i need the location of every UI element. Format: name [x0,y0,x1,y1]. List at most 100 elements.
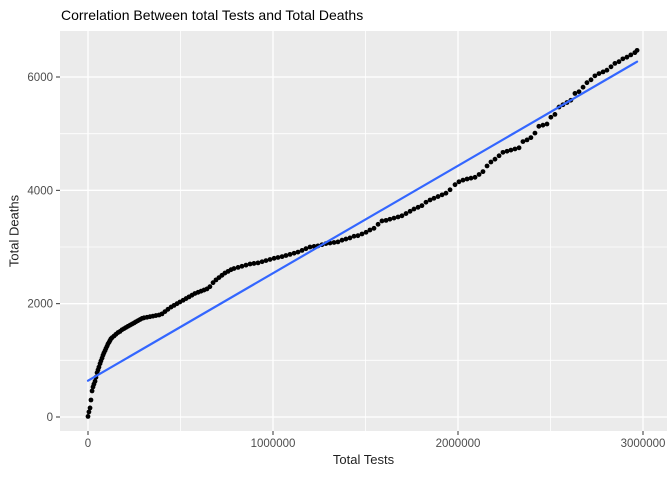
data-point [89,388,95,394]
data-point [628,52,634,58]
data-point [371,225,377,231]
data-point [339,237,345,243]
data-point [367,227,373,233]
data-point [419,203,425,209]
data-point [584,80,590,86]
data-point [279,254,285,260]
data-point [616,59,622,65]
data-point [484,163,490,169]
data-point [86,409,92,415]
data-point [331,240,337,245]
data-point [335,239,341,245]
data-point [460,177,466,183]
data-point [303,246,309,252]
data-point [210,280,216,286]
data-point [592,73,598,79]
data-point [528,135,534,141]
data-point [536,123,542,129]
data-point [624,54,630,60]
data-point [468,175,474,181]
data-point [447,187,453,193]
data-point [492,156,498,162]
data-point [520,139,526,144]
data-point [359,231,365,237]
data-point [283,253,289,258]
data-point [92,378,98,384]
data-point [239,263,245,269]
y-tick-label: 0 [47,412,53,424]
data-point [472,174,478,180]
chart-title: Correlation Between total Tests and Tota… [61,7,364,23]
data-point [600,69,606,75]
data-point [263,258,269,263]
y-tick-label: 6000 [27,72,53,84]
x-tick-label: 0 [85,438,91,450]
x-axis-title: Total Tests [332,452,395,467]
data-point [612,60,618,66]
data-point [572,91,578,96]
data-point [251,261,257,266]
data-point [379,218,385,224]
x-tick-label: 1000000 [251,438,296,450]
regression-line [86,60,639,382]
data-point [231,266,237,271]
data-point [271,255,277,261]
data-point [207,284,213,290]
data-point [532,130,538,136]
data-point [496,153,502,159]
data-point [88,397,94,403]
data-point [544,121,550,127]
data-point [431,195,437,201]
data-point [247,261,253,267]
data-point [423,199,429,205]
data-point [351,233,357,239]
x-tick-label: 3000000 [621,438,666,450]
data-point [548,114,554,120]
data-point [415,204,421,210]
data-point [443,190,449,196]
data-point [295,249,301,255]
data-point [363,229,369,235]
x-tick-label: 2000000 [436,438,481,450]
data-point [524,137,530,143]
data-point [552,111,558,117]
data-point [488,159,494,165]
data-point [634,47,640,53]
data-point [355,233,361,239]
data-point [427,197,433,203]
data-point [343,236,349,242]
data-point [347,235,353,241]
data-point [259,259,265,265]
data-point [456,179,462,185]
data-point [576,89,582,95]
data-point [476,172,482,177]
data-point [85,414,91,419]
data-point [255,260,261,266]
data-point [267,257,273,262]
panel-background [60,31,667,431]
data-point [407,208,413,214]
data-point [291,250,297,256]
data-point [620,56,626,62]
data-point [287,251,293,257]
y-axis-title: Total Deaths [6,194,22,268]
data-point [580,84,586,90]
data-point [439,192,445,198]
data-point [540,122,546,128]
data-point [588,77,594,83]
data-point [307,244,313,250]
data-point [608,64,614,70]
data-point [596,71,602,76]
data-point [399,213,405,219]
y-tick-label: 4000 [27,185,53,197]
data-point [512,146,518,152]
data-point [391,215,397,221]
data-point [508,147,514,153]
data-point [243,262,249,268]
data-point [464,176,470,182]
data-point [604,67,610,73]
data-point [299,247,305,253]
data-point [504,148,510,154]
